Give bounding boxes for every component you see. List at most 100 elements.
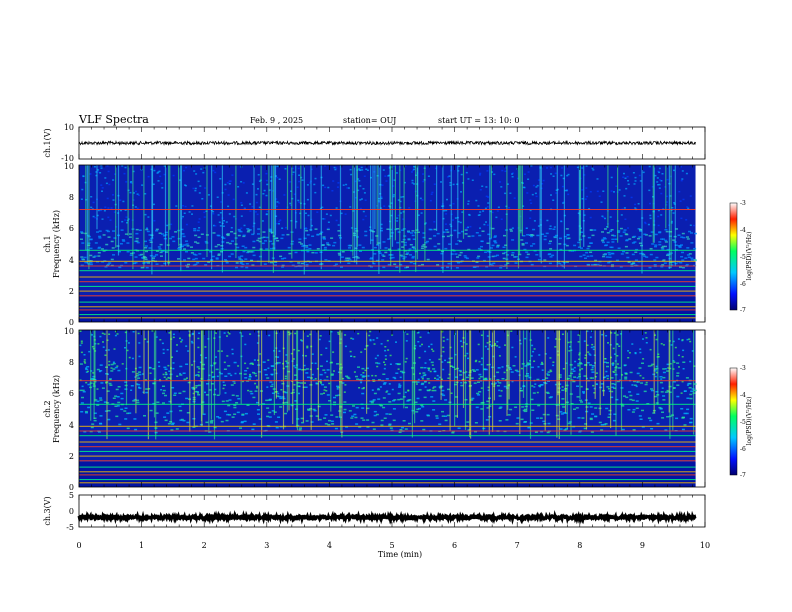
noise-speckle [432, 409, 436, 411]
noise-speckle [622, 250, 625, 253]
noise-speckle [477, 247, 481, 250]
upper-speckle [105, 349, 108, 352]
upper-speckle [533, 348, 536, 350]
noise-speckle [639, 230, 643, 232]
upper-speckle [498, 389, 501, 392]
noise-speckle [336, 385, 340, 388]
upper-speckle [417, 378, 420, 381]
noise-speckle [331, 423, 335, 425]
noise-speckle [236, 411, 240, 414]
upper-speckle [301, 369, 304, 371]
upper-speckle [371, 389, 374, 391]
upper-speckle [480, 387, 483, 389]
noise-speckle [233, 413, 237, 415]
noise-speckle [405, 406, 408, 409]
noise-speckle [534, 431, 538, 433]
noise-speckle [426, 389, 430, 392]
noise-speckle [233, 361, 237, 364]
upper-speckle [427, 368, 430, 370]
upper-speckle [106, 373, 109, 375]
upper-speckle [424, 374, 427, 376]
noise-speckle [89, 263, 93, 266]
noise-speckle [98, 230, 102, 232]
noise-speckle [540, 384, 544, 386]
noise-speckle [586, 247, 590, 250]
noise-speckle [518, 253, 522, 256]
upper-speckle [611, 364, 614, 366]
noise-speckle [589, 418, 593, 421]
noise-speckle [108, 262, 112, 264]
noise-speckle [266, 415, 270, 418]
upper-speckle [592, 169, 595, 171]
noise-speckle [194, 390, 198, 393]
noise-speckle [527, 426, 531, 429]
sferic-streak [169, 165, 171, 230]
upper-speckle [583, 340, 586, 342]
noise-speckle [565, 228, 569, 230]
noise-speckle [216, 394, 220, 396]
upper-speckle [478, 360, 481, 363]
upper-speckle [578, 354, 581, 356]
noise-speckle [265, 248, 269, 250]
upper-speckle [313, 183, 316, 186]
upper-speckle [255, 193, 258, 196]
upper-speckle [496, 345, 499, 347]
noise-speckle [558, 243, 562, 245]
upper-speckle [357, 332, 360, 335]
upper-speckle [121, 220, 124, 223]
upper-speckle [151, 330, 154, 332]
upper-speckle [249, 203, 252, 205]
noise-speckle [440, 252, 444, 255]
upper-speckle [253, 359, 256, 361]
noise-speckle [323, 246, 327, 249]
noise-speckle [514, 369, 518, 372]
noise-speckle [681, 428, 685, 431]
noise-speckle [326, 243, 330, 246]
noise-speckle [89, 430, 93, 433]
noise-speckle [689, 393, 693, 396]
upper-speckle [361, 169, 364, 171]
upper-speckle [224, 183, 227, 186]
upper-speckle [494, 382, 497, 384]
upper-speckle [658, 183, 661, 186]
sferic-streak [507, 330, 509, 410]
upper-speckle [360, 351, 363, 353]
noise-speckle [459, 374, 463, 376]
noise-speckle [361, 407, 365, 409]
upper-speckle [639, 348, 642, 350]
upper-speckle [500, 218, 503, 220]
upper-speckle [537, 179, 540, 181]
noise-speckle [307, 408, 310, 411]
noise-speckle [235, 395, 239, 397]
noise-speckle [204, 264, 208, 266]
noise-speckle [530, 398, 534, 401]
upper-speckle [257, 174, 260, 176]
upper-speckle [536, 391, 539, 394]
sferic-streak [378, 165, 380, 274]
noise-speckle [378, 404, 382, 406]
noise-speckle [300, 262, 304, 265]
upper-speckle [513, 197, 516, 199]
upper-speckle [345, 183, 348, 186]
upper-speckle [214, 388, 217, 391]
noise-speckle [568, 375, 572, 377]
noise-speckle [320, 393, 324, 395]
noise-speckle [617, 230, 621, 232]
sferic-streak [506, 165, 508, 269]
upper-speckle [204, 357, 207, 359]
noise-speckle [130, 252, 134, 255]
noise-speckle [318, 418, 322, 421]
upper-speckle [214, 225, 217, 227]
upper-speckle [172, 362, 175, 364]
noise-speckle [681, 416, 685, 419]
upper-speckle [304, 382, 306, 384]
noise-speckle [240, 255, 244, 257]
noise-speckle [611, 363, 615, 365]
sferic-streak [599, 330, 601, 416]
upper-speckle [280, 389, 283, 391]
upper-speckle [589, 336, 592, 338]
noise-speckle [246, 228, 250, 230]
noise-speckle [458, 369, 462, 372]
upper-speckle [350, 227, 353, 229]
upper-speckle [198, 332, 201, 334]
